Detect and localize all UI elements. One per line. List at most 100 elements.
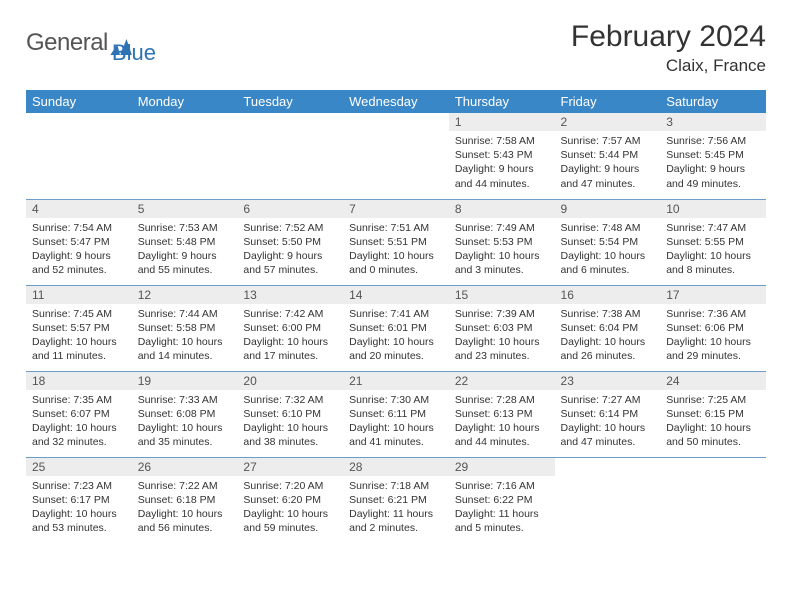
- day-details: Sunrise: 7:32 AMSunset: 6:10 PMDaylight:…: [237, 390, 343, 454]
- day-number: 23: [555, 372, 661, 390]
- calendar-day-cell: 10Sunrise: 7:47 AMSunset: 5:55 PMDayligh…: [660, 199, 766, 285]
- day-number: 27: [237, 458, 343, 476]
- day-details: Sunrise: 7:27 AMSunset: 6:14 PMDaylight:…: [555, 390, 661, 454]
- day-number: 13: [237, 286, 343, 304]
- calendar-empty-cell: [132, 113, 238, 199]
- day-details: Sunrise: 7:48 AMSunset: 5:54 PMDaylight:…: [555, 218, 661, 282]
- day-number: 25: [26, 458, 132, 476]
- day-details: Sunrise: 7:30 AMSunset: 6:11 PMDaylight:…: [343, 390, 449, 454]
- day-number: 5: [132, 200, 238, 218]
- day-number: 19: [132, 372, 238, 390]
- day-number: 7: [343, 200, 449, 218]
- weekday-header: Thursday: [449, 90, 555, 113]
- month-title: February 2024: [571, 20, 766, 54]
- calendar-day-cell: 8Sunrise: 7:49 AMSunset: 5:53 PMDaylight…: [449, 199, 555, 285]
- day-details: Sunrise: 7:54 AMSunset: 5:47 PMDaylight:…: [26, 218, 132, 282]
- calendar-day-cell: 19Sunrise: 7:33 AMSunset: 6:08 PMDayligh…: [132, 371, 238, 457]
- day-details: Sunrise: 7:44 AMSunset: 5:58 PMDaylight:…: [132, 304, 238, 368]
- day-number: 20: [237, 372, 343, 390]
- calendar-day-cell: 29Sunrise: 7:16 AMSunset: 6:22 PMDayligh…: [449, 457, 555, 543]
- calendar-day-cell: 25Sunrise: 7:23 AMSunset: 6:17 PMDayligh…: [26, 457, 132, 543]
- day-number: 14: [343, 286, 449, 304]
- location: Claix, France: [571, 56, 766, 76]
- weekday-header-row: SundayMondayTuesdayWednesdayThursdayFrid…: [26, 90, 766, 113]
- day-details: Sunrise: 7:28 AMSunset: 6:13 PMDaylight:…: [449, 390, 555, 454]
- day-number: 16: [555, 286, 661, 304]
- weekday-header: Sunday: [26, 90, 132, 113]
- calendar-day-cell: 11Sunrise: 7:45 AMSunset: 5:57 PMDayligh…: [26, 285, 132, 371]
- day-number: 6: [237, 200, 343, 218]
- day-number: 18: [26, 372, 132, 390]
- calendar-table: SundayMondayTuesdayWednesdayThursdayFrid…: [26, 90, 766, 543]
- brand-part1: General: [26, 29, 108, 57]
- day-details: Sunrise: 7:33 AMSunset: 6:08 PMDaylight:…: [132, 390, 238, 454]
- calendar-day-cell: 3Sunrise: 7:56 AMSunset: 5:45 PMDaylight…: [660, 113, 766, 199]
- calendar-day-cell: 22Sunrise: 7:28 AMSunset: 6:13 PMDayligh…: [449, 371, 555, 457]
- day-number: 22: [449, 372, 555, 390]
- calendar-day-cell: 2Sunrise: 7:57 AMSunset: 5:44 PMDaylight…: [555, 113, 661, 199]
- header: General Blue February 2024 Claix, France: [26, 20, 766, 76]
- calendar-empty-cell: [237, 113, 343, 199]
- calendar-day-cell: 18Sunrise: 7:35 AMSunset: 6:07 PMDayligh…: [26, 371, 132, 457]
- day-number: 3: [660, 113, 766, 131]
- day-details: Sunrise: 7:53 AMSunset: 5:48 PMDaylight:…: [132, 218, 238, 282]
- day-details: Sunrise: 7:41 AMSunset: 6:01 PMDaylight:…: [343, 304, 449, 368]
- calendar-body: 1Sunrise: 7:58 AMSunset: 5:43 PMDaylight…: [26, 113, 766, 543]
- calendar-day-cell: 9Sunrise: 7:48 AMSunset: 5:54 PMDaylight…: [555, 199, 661, 285]
- calendar-week-row: 18Sunrise: 7:35 AMSunset: 6:07 PMDayligh…: [26, 371, 766, 457]
- day-details: Sunrise: 7:23 AMSunset: 6:17 PMDaylight:…: [26, 476, 132, 540]
- weekday-header: Monday: [132, 90, 238, 113]
- calendar-week-row: 1Sunrise: 7:58 AMSunset: 5:43 PMDaylight…: [26, 113, 766, 199]
- calendar-empty-cell: [555, 457, 661, 543]
- weekday-header: Wednesday: [343, 90, 449, 113]
- day-details: Sunrise: 7:57 AMSunset: 5:44 PMDaylight:…: [555, 131, 661, 195]
- day-number: 10: [660, 200, 766, 218]
- calendar-day-cell: 1Sunrise: 7:58 AMSunset: 5:43 PMDaylight…: [449, 113, 555, 199]
- calendar-day-cell: 26Sunrise: 7:22 AMSunset: 6:18 PMDayligh…: [132, 457, 238, 543]
- day-number: 29: [449, 458, 555, 476]
- day-details: Sunrise: 7:36 AMSunset: 6:06 PMDaylight:…: [660, 304, 766, 368]
- day-details: Sunrise: 7:18 AMSunset: 6:21 PMDaylight:…: [343, 476, 449, 540]
- day-details: Sunrise: 7:47 AMSunset: 5:55 PMDaylight:…: [660, 218, 766, 282]
- day-number: 21: [343, 372, 449, 390]
- calendar-day-cell: 4Sunrise: 7:54 AMSunset: 5:47 PMDaylight…: [26, 199, 132, 285]
- day-details: Sunrise: 7:51 AMSunset: 5:51 PMDaylight:…: [343, 218, 449, 282]
- day-number: 15: [449, 286, 555, 304]
- brand-logo: General Blue: [26, 20, 156, 66]
- day-details: Sunrise: 7:22 AMSunset: 6:18 PMDaylight:…: [132, 476, 238, 540]
- calendar-day-cell: 27Sunrise: 7:20 AMSunset: 6:20 PMDayligh…: [237, 457, 343, 543]
- day-number: 24: [660, 372, 766, 390]
- day-number: 12: [132, 286, 238, 304]
- calendar-day-cell: 21Sunrise: 7:30 AMSunset: 6:11 PMDayligh…: [343, 371, 449, 457]
- calendar-day-cell: 13Sunrise: 7:42 AMSunset: 6:00 PMDayligh…: [237, 285, 343, 371]
- day-details: Sunrise: 7:35 AMSunset: 6:07 PMDaylight:…: [26, 390, 132, 454]
- day-number: 8: [449, 200, 555, 218]
- calendar-empty-cell: [660, 457, 766, 543]
- day-number: 17: [660, 286, 766, 304]
- brand-part2: Blue: [112, 40, 156, 66]
- calendar-day-cell: 12Sunrise: 7:44 AMSunset: 5:58 PMDayligh…: [132, 285, 238, 371]
- day-details: Sunrise: 7:39 AMSunset: 6:03 PMDaylight:…: [449, 304, 555, 368]
- calendar-week-row: 25Sunrise: 7:23 AMSunset: 6:17 PMDayligh…: [26, 457, 766, 543]
- calendar-day-cell: 28Sunrise: 7:18 AMSunset: 6:21 PMDayligh…: [343, 457, 449, 543]
- day-details: Sunrise: 7:25 AMSunset: 6:15 PMDaylight:…: [660, 390, 766, 454]
- calendar-day-cell: 7Sunrise: 7:51 AMSunset: 5:51 PMDaylight…: [343, 199, 449, 285]
- day-number: 9: [555, 200, 661, 218]
- day-number: 26: [132, 458, 238, 476]
- day-number: 28: [343, 458, 449, 476]
- weekday-header: Tuesday: [237, 90, 343, 113]
- day-details: Sunrise: 7:56 AMSunset: 5:45 PMDaylight:…: [660, 131, 766, 195]
- calendar-day-cell: 16Sunrise: 7:38 AMSunset: 6:04 PMDayligh…: [555, 285, 661, 371]
- day-details: Sunrise: 7:49 AMSunset: 5:53 PMDaylight:…: [449, 218, 555, 282]
- title-block: February 2024 Claix, France: [571, 20, 766, 76]
- weekday-header: Friday: [555, 90, 661, 113]
- calendar-day-cell: 17Sunrise: 7:36 AMSunset: 6:06 PMDayligh…: [660, 285, 766, 371]
- day-details: Sunrise: 7:16 AMSunset: 6:22 PMDaylight:…: [449, 476, 555, 540]
- calendar-day-cell: 5Sunrise: 7:53 AMSunset: 5:48 PMDaylight…: [132, 199, 238, 285]
- day-details: Sunrise: 7:52 AMSunset: 5:50 PMDaylight:…: [237, 218, 343, 282]
- day-details: Sunrise: 7:42 AMSunset: 6:00 PMDaylight:…: [237, 304, 343, 368]
- calendar-empty-cell: [343, 113, 449, 199]
- day-number: 11: [26, 286, 132, 304]
- calendar-day-cell: 23Sunrise: 7:27 AMSunset: 6:14 PMDayligh…: [555, 371, 661, 457]
- day-number: 2: [555, 113, 661, 131]
